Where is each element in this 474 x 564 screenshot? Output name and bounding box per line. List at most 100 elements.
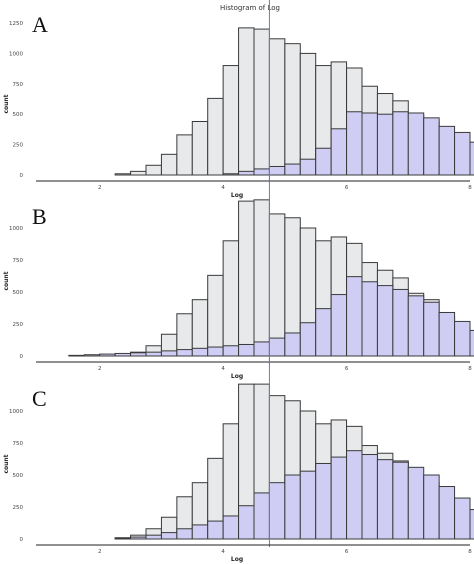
blue-bar bbox=[222, 173, 240, 176]
x-tick-labels: 2 4 6 8 bbox=[98, 549, 472, 555]
blue-bar bbox=[330, 128, 348, 176]
blue-bar bbox=[330, 456, 348, 540]
y-axis-label: count bbox=[3, 271, 10, 290]
blue-bar bbox=[284, 332, 301, 357]
blue-bar bbox=[361, 281, 378, 357]
blue-bar bbox=[238, 505, 255, 540]
gray-bar bbox=[299, 52, 317, 176]
blue-bar bbox=[315, 308, 332, 357]
blue-bar bbox=[454, 320, 471, 357]
y-tick-label: 1250 bbox=[9, 21, 23, 27]
blue-bar bbox=[407, 466, 425, 540]
y-tick-label: 0 bbox=[20, 173, 24, 179]
blue-bar bbox=[253, 492, 270, 540]
gray-bar bbox=[160, 153, 178, 176]
panel-a: Histogram of Log A 2 4 6 8 0 250 500 750 1000 12… bbox=[3, 0, 474, 199]
gray-bar bbox=[268, 213, 286, 357]
blue-series-bars bbox=[114, 450, 474, 540]
blue-bar bbox=[83, 354, 101, 357]
y-tick-label: 250 bbox=[13, 143, 24, 149]
blue-bar bbox=[423, 117, 440, 176]
x-tick-label: 6 bbox=[345, 185, 349, 191]
gray-bar bbox=[207, 274, 224, 357]
x-tick-label: 2 bbox=[98, 366, 102, 372]
panel-b: B 2 4 6 8 0 250 500 750 1000 Log count bbox=[3, 172, 474, 380]
blue-bar bbox=[284, 163, 301, 176]
x-tick-labels: 2 4 6 8 bbox=[98, 185, 472, 191]
gray-bar bbox=[238, 27, 255, 176]
blue-bar bbox=[284, 474, 301, 540]
blue-series-bars bbox=[222, 111, 474, 176]
blue-bar bbox=[392, 288, 409, 357]
gray-bar bbox=[222, 240, 240, 357]
blue-bar bbox=[268, 337, 286, 357]
gray-bar bbox=[284, 43, 301, 176]
gray-bar bbox=[222, 65, 240, 176]
blue-bar bbox=[191, 347, 209, 357]
blue-bar bbox=[438, 125, 456, 176]
blue-bar bbox=[207, 346, 224, 357]
y-axis-label: count bbox=[3, 454, 10, 473]
blue-bar bbox=[299, 158, 317, 176]
gray-bar bbox=[191, 120, 209, 176]
blue-series-bars bbox=[68, 276, 474, 357]
panel-letter: C bbox=[32, 386, 47, 411]
blue-bar bbox=[130, 352, 147, 357]
gray-bar bbox=[145, 164, 162, 176]
x-tick-label: 8 bbox=[468, 366, 472, 372]
blue-bar bbox=[454, 497, 471, 540]
blue-bar bbox=[238, 170, 255, 176]
gray-bar bbox=[253, 28, 270, 176]
blue-bar bbox=[238, 343, 255, 357]
blue-bar bbox=[392, 111, 409, 176]
gray-bar bbox=[191, 299, 209, 357]
y-tick-label: 250 bbox=[13, 322, 24, 328]
y-tick-label: 750 bbox=[13, 441, 24, 447]
panel-letter: B bbox=[32, 204, 47, 229]
blue-bar bbox=[145, 351, 162, 357]
y-tick-label: 750 bbox=[13, 82, 24, 88]
blue-bar bbox=[407, 112, 425, 176]
blue-bar bbox=[253, 341, 270, 357]
x-tick-label: 4 bbox=[221, 549, 225, 555]
y-tick-label: 500 bbox=[13, 290, 24, 296]
blue-bar bbox=[253, 168, 270, 176]
y-axis-label: count bbox=[3, 94, 10, 113]
blue-bar bbox=[160, 532, 178, 540]
gray-bar bbox=[176, 134, 193, 176]
blue-bar bbox=[299, 470, 317, 540]
blue-bar bbox=[376, 113, 394, 176]
blue-bar bbox=[361, 454, 378, 540]
chart-title: Histogram of Log bbox=[220, 4, 280, 12]
blue-bar bbox=[315, 147, 332, 176]
y-tick-label: 500 bbox=[13, 473, 24, 479]
blue-bar bbox=[145, 534, 162, 540]
blue-bar bbox=[222, 345, 240, 357]
y-tick-label: 0 bbox=[20, 537, 24, 543]
y-tick-label: 750 bbox=[13, 258, 24, 264]
blue-bar bbox=[114, 352, 132, 357]
gray-bar bbox=[207, 97, 224, 176]
x-axis-label: Log bbox=[231, 556, 243, 563]
x-tick-label: 4 bbox=[221, 366, 225, 372]
blue-bar bbox=[299, 322, 317, 357]
x-axis-label: Log bbox=[231, 373, 243, 380]
blue-bar bbox=[346, 111, 363, 176]
blue-bar bbox=[315, 462, 332, 540]
blue-bar bbox=[438, 311, 456, 357]
blue-bar bbox=[176, 349, 193, 357]
blue-bar bbox=[346, 276, 363, 357]
blue-bar bbox=[160, 350, 178, 357]
gray-bar bbox=[268, 38, 286, 176]
blue-bar bbox=[130, 536, 147, 540]
x-tick-label: 8 bbox=[468, 549, 472, 555]
x-tick-label: 6 bbox=[345, 549, 349, 555]
y-tick-label: 500 bbox=[13, 112, 24, 118]
blue-bar bbox=[376, 285, 394, 357]
y-tick-labels: 0 250 500 750 1000 1250 bbox=[9, 21, 24, 179]
blue-bar bbox=[346, 450, 363, 540]
blue-bar bbox=[361, 112, 378, 176]
blue-bar bbox=[268, 482, 286, 540]
blue-bar bbox=[469, 509, 474, 540]
